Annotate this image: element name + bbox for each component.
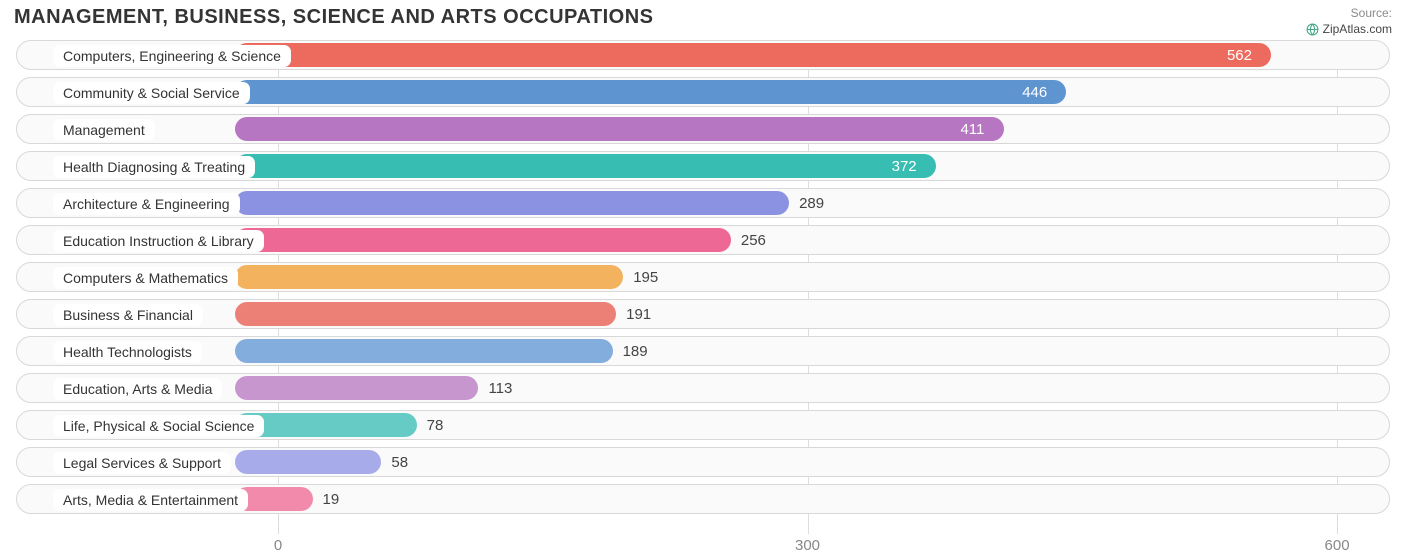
bar-fill: [235, 302, 616, 326]
bar-category-label: Computers, Engineering & Science: [53, 45, 291, 67]
bar-value-label: 78: [427, 411, 444, 441]
bar-value-label: 113: [488, 374, 512, 404]
chart-title: MANAGEMENT, BUSINESS, SCIENCE AND ARTS O…: [14, 6, 653, 29]
bar-track: Health Technologists 189: [16, 336, 1390, 366]
bar-track: Education, Arts & Media 113: [16, 373, 1390, 403]
x-axis-tick-label: 300: [795, 537, 820, 554]
bar-category-label: Legal Services & Support: [53, 452, 231, 474]
bar-track: Business & Financial 191: [16, 299, 1390, 329]
bar-category-label: Health Diagnosing & Treating: [53, 156, 255, 178]
bar-fill: [235, 117, 1005, 141]
bar-track: Management 411: [16, 114, 1390, 144]
chart-header: MANAGEMENT, BUSINESS, SCIENCE AND ARTS O…: [0, 0, 1406, 40]
bar-chart: 0300600Computers, Engineering & Science5…: [16, 40, 1390, 534]
source-label: Source:: [1306, 6, 1392, 22]
bar-category-label: Business & Financial: [53, 304, 203, 326]
bar-track: Computers & Mathematics 195: [16, 262, 1390, 292]
bar-fill: [235, 339, 613, 363]
bar-category-label: Community & Social Service: [53, 82, 250, 104]
plot-area: 0300600Computers, Engineering & Science5…: [16, 40, 1390, 534]
bar-value-label: 189: [623, 337, 648, 367]
bar-track: Education Instruction & Library 256: [16, 225, 1390, 255]
bar-track: Arts, Media & Entertainment 19: [16, 484, 1390, 514]
bar-fill: [235, 450, 382, 474]
bar-value-label: 191: [626, 300, 651, 330]
globe-icon: [1306, 23, 1319, 36]
bar-category-label: Life, Physical & Social Science: [53, 415, 264, 437]
bar-track: Legal Services & Support 58: [16, 447, 1390, 477]
bar-fill: [235, 228, 731, 252]
source-name-text: ZipAtlas.com: [1323, 22, 1392, 38]
bar-track: Community & Social Service 446: [16, 77, 1390, 107]
source-name: ZipAtlas.com: [1306, 22, 1392, 38]
bar-category-label: Health Technologists: [53, 341, 202, 363]
bar-value-label: 58: [391, 448, 408, 478]
x-axis-tick-label: 600: [1325, 537, 1350, 554]
bar-fill: [235, 154, 936, 178]
bar-category-label: Arts, Media & Entertainment: [53, 489, 248, 511]
bar-category-label: Architecture & Engineering: [53, 193, 240, 215]
bar-value-label: 411: [960, 115, 984, 145]
bar-fill: [235, 191, 789, 215]
bar-track: Life, Physical & Social Science 78: [16, 410, 1390, 440]
bar-category-label: Education Instruction & Library: [53, 230, 264, 252]
bar-fill: [235, 80, 1066, 104]
bar-track: Architecture & Engineering 289: [16, 188, 1390, 218]
bar-category-label: Management: [53, 119, 155, 141]
bar-fill: [235, 265, 623, 289]
bar-fill: [235, 376, 479, 400]
bar-track: Computers, Engineering & Science 562: [16, 40, 1390, 70]
bar-value-label: 372: [892, 152, 917, 182]
bar-value-label: 562: [1227, 41, 1252, 71]
bar-track: Health Diagnosing & Treating 372: [16, 151, 1390, 181]
x-axis-tick-label: 0: [274, 537, 282, 554]
source-attribution: Source: ZipAtlas.com: [1306, 6, 1392, 40]
bar-value-label: 446: [1022, 78, 1047, 108]
bar-category-label: Computers & Mathematics: [53, 267, 238, 289]
bar-category-label: Education, Arts & Media: [53, 378, 222, 400]
bar-value-label: 289: [799, 189, 824, 219]
bar-value-label: 19: [323, 485, 340, 515]
bar-value-label: 256: [741, 226, 766, 256]
bar-value-label: 195: [633, 263, 658, 293]
bar-fill: [235, 43, 1271, 67]
